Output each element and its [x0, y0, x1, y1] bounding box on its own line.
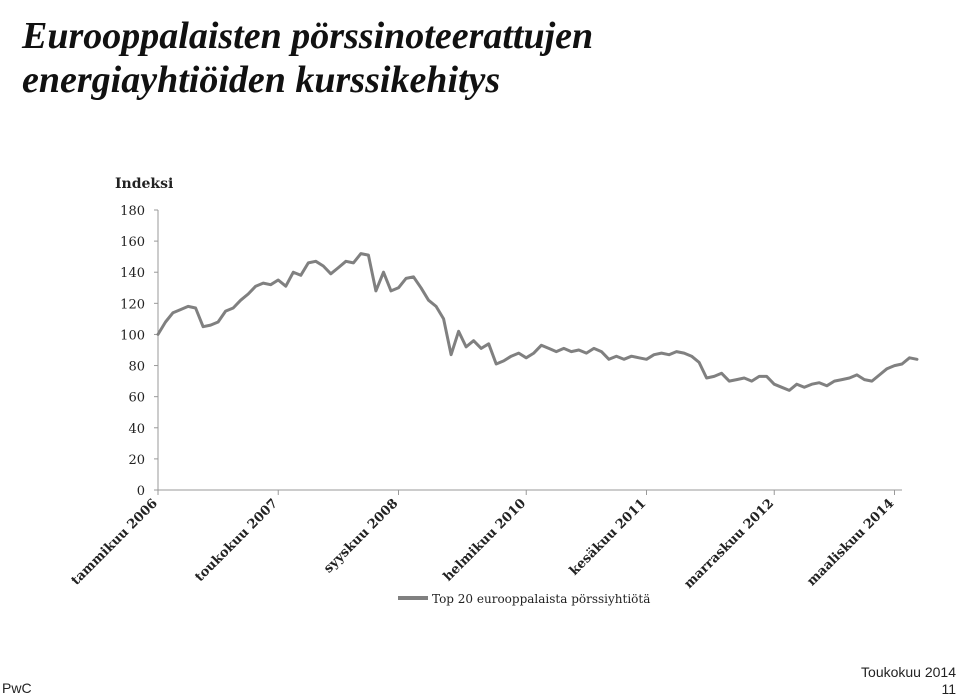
y-axis: 0 20 40 60 80 100 120 140 160 180 — [120, 204, 159, 499]
footer-info: Toukokuu 2014 11 — [861, 664, 956, 698]
y-tick-label: 0 — [137, 484, 145, 499]
slide-title-line-2: energiayhtiöiden kurssikehitys — [22, 59, 501, 101]
y-tick-label: 80 — [128, 360, 145, 375]
slide-title-line-1: Eurooppalaisten pörssinoteerattujen — [22, 15, 594, 57]
y-tick-label: 160 — [120, 235, 145, 250]
y-tick-label: 100 — [120, 328, 145, 343]
y-tick-label: 140 — [120, 266, 145, 281]
legend: Top 20 eurooppalaista pörssiyhtiötä — [398, 592, 650, 606]
footer-date: Toukokuu 2014 — [861, 664, 956, 680]
page-number: 11 — [941, 681, 956, 697]
series-group — [156, 252, 919, 392]
x-tick-label: syyskuu 2008 — [321, 496, 401, 576]
y-axis-label: Indeksi — [115, 176, 173, 192]
y-tick-label: 40 — [128, 422, 145, 437]
slide-title: Eurooppalaisten pörssinoteerattujen ener… — [22, 14, 593, 102]
x-axis: tammikuu 2006 toukokuu 2007 syyskuu 2008 he… — [69, 489, 902, 592]
series-line — [156, 252, 919, 392]
y-tick-label: 120 — [120, 297, 145, 312]
x-tick-label: marraskuu 2012 — [681, 496, 777, 592]
y-tick-label: 60 — [128, 391, 145, 406]
x-tick-label: maaliskuu 2014 — [804, 496, 897, 589]
x-tick-label: toukokuu 2007 — [192, 496, 281, 585]
x-tick-label: tammikuu 2006 — [69, 496, 161, 588]
y-tick-label: 20 — [128, 453, 145, 468]
y-tick-label: 180 — [120, 204, 145, 219]
legend-label: Top 20 eurooppalaista pörssiyhtiötä — [432, 592, 650, 606]
x-tick-label: helmikuu 2010 — [441, 496, 529, 584]
footer-brand: PwC — [2, 680, 32, 696]
x-tick-label: kesäkuu 2011 — [567, 496, 649, 578]
